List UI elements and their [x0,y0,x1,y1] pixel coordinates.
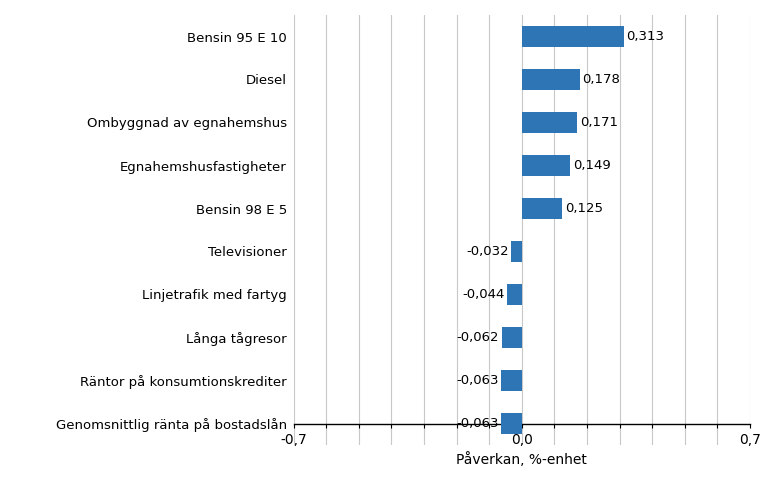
Text: -0,063: -0,063 [456,374,499,387]
Text: -0,032: -0,032 [466,245,509,258]
Bar [501,370,522,391]
X-axis label: Påverkan, %-enhet: Påverkan, %-enhet [456,452,587,467]
Bar [502,327,522,348]
Text: 0,313: 0,313 [626,30,664,43]
Bar [512,241,522,262]
Text: 0,178: 0,178 [582,73,620,86]
Text: -0,063: -0,063 [456,417,499,430]
Text: -0,044: -0,044 [462,288,505,301]
Text: 0,125: 0,125 [565,202,603,215]
Bar [522,198,563,219]
Bar [522,26,624,48]
Bar [522,68,580,90]
Text: 0,149: 0,149 [573,159,611,172]
Bar [522,155,570,176]
Text: 0,171: 0,171 [580,116,618,129]
Text: -0,062: -0,062 [457,331,499,344]
Bar [507,284,522,305]
Bar [522,112,577,133]
Bar [501,413,522,434]
